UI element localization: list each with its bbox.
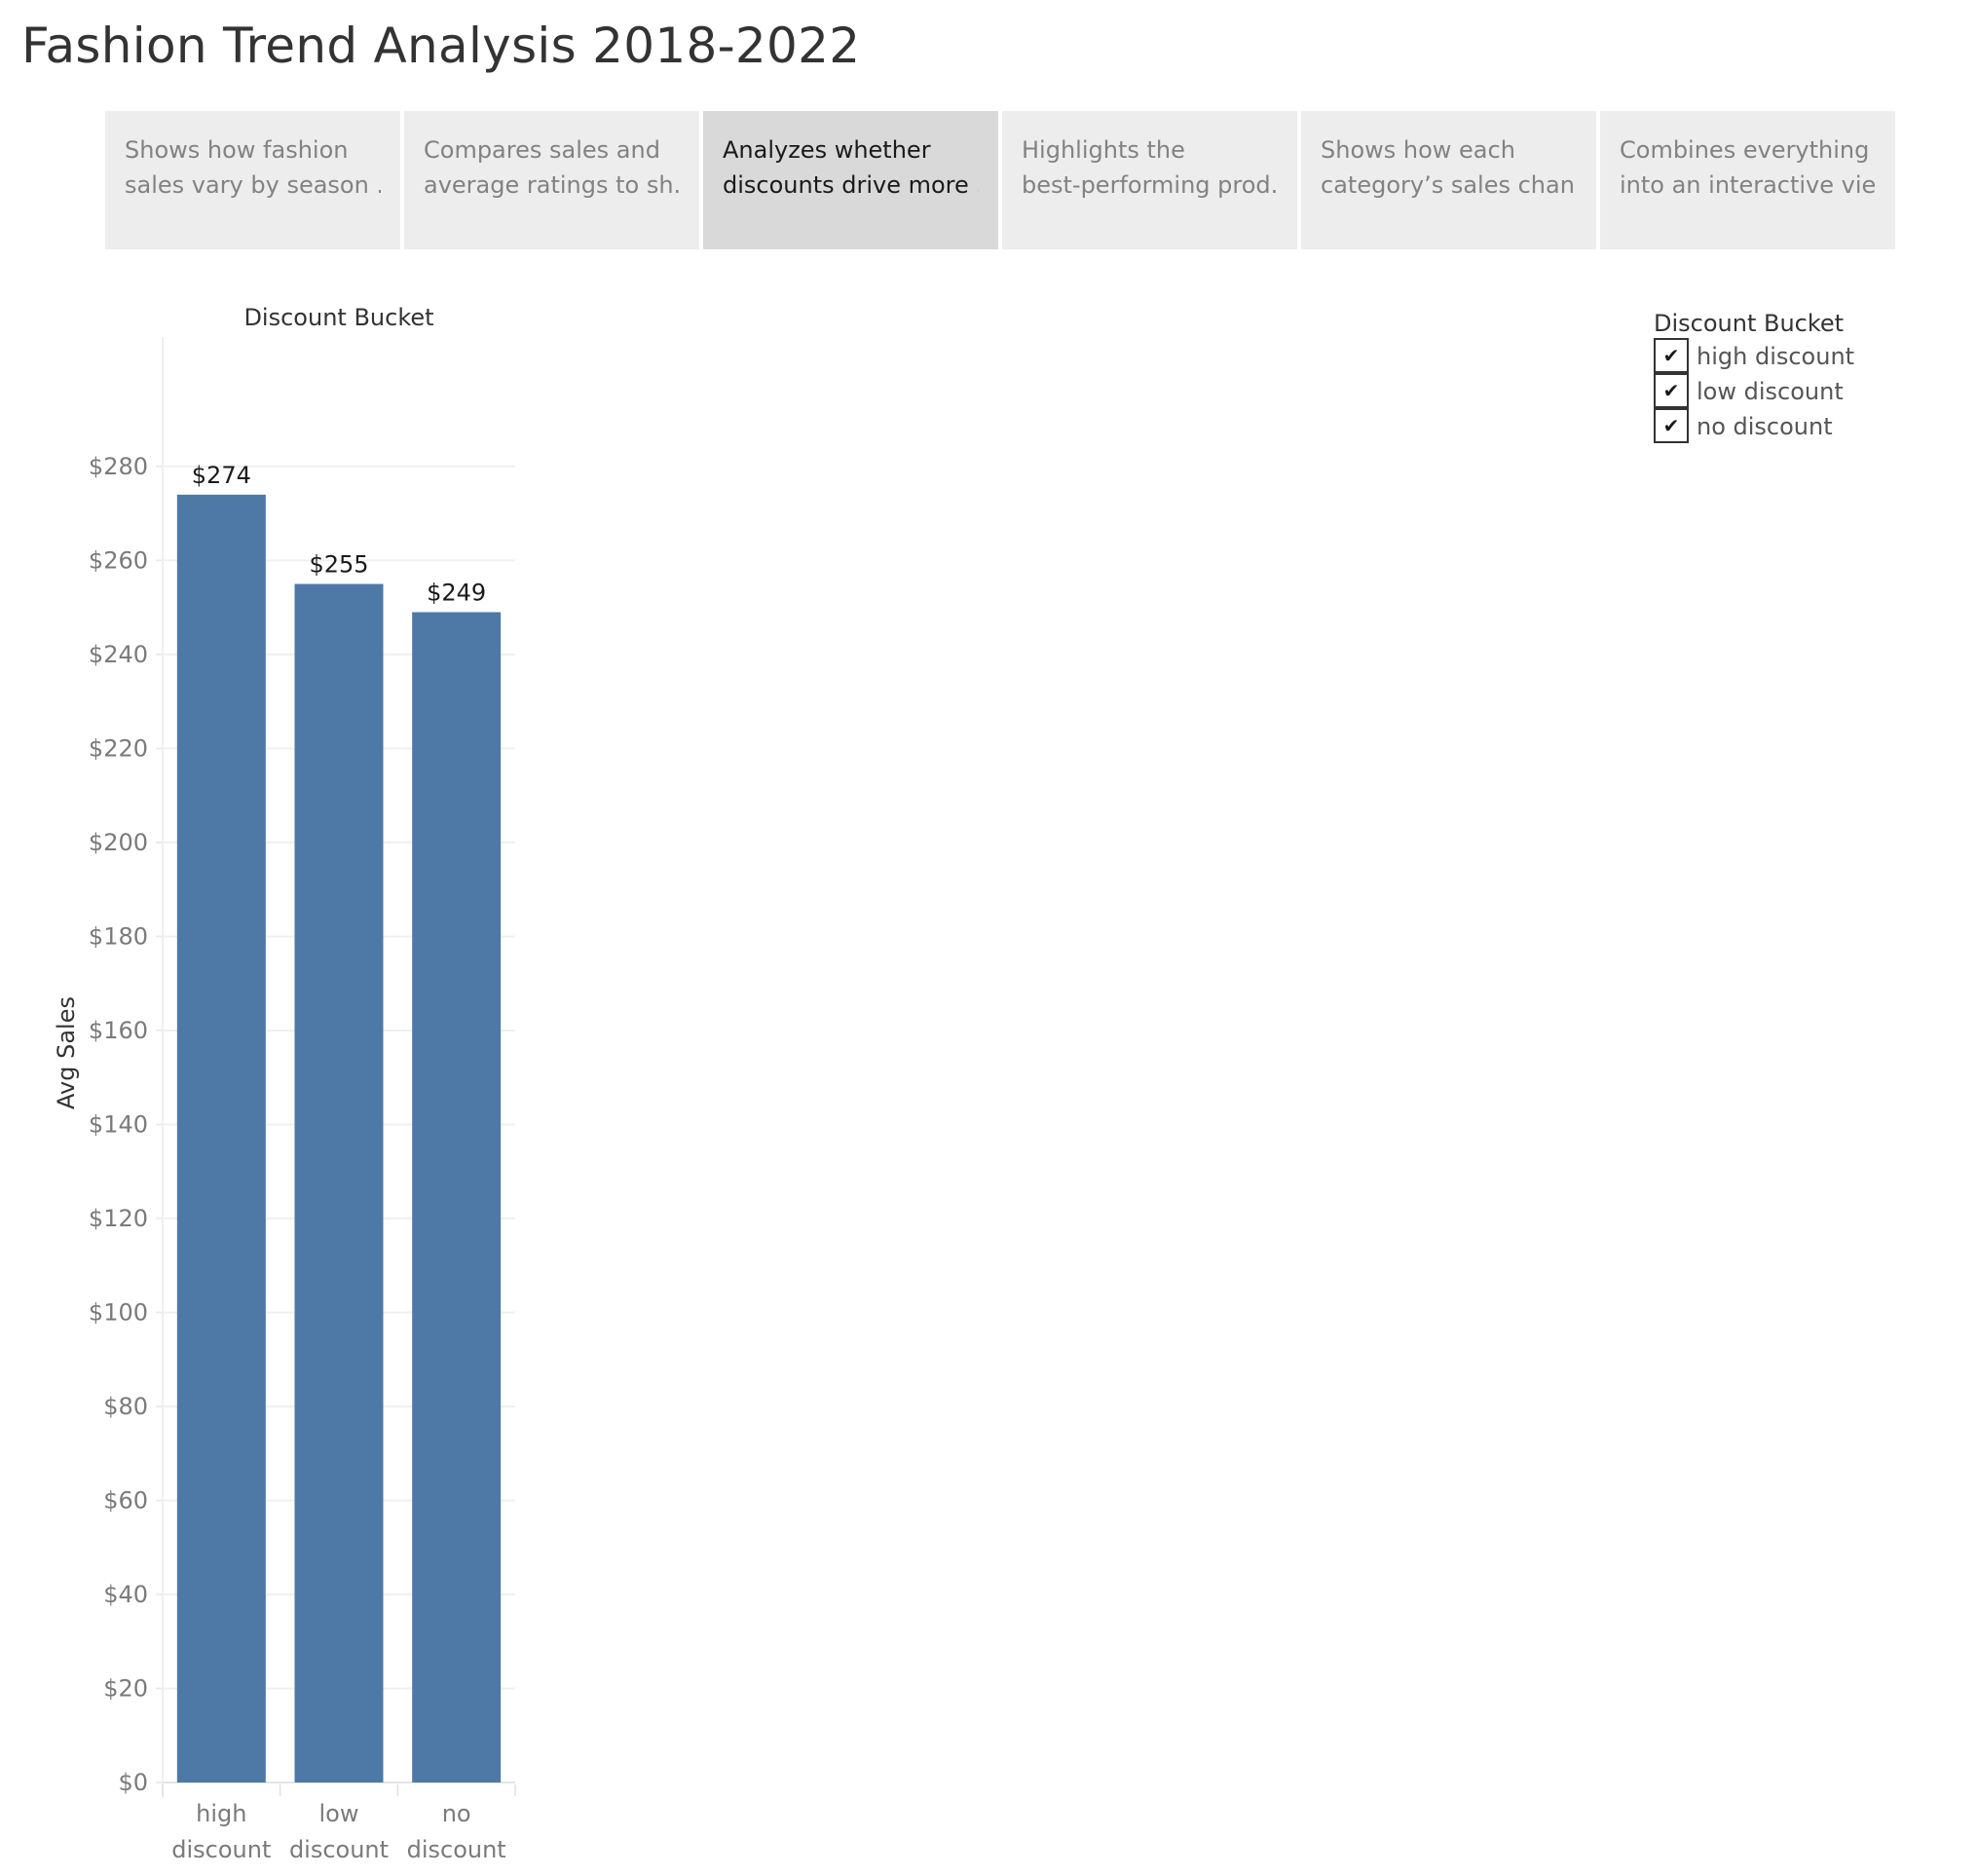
story-point-2[interactable]: Compares sales and average ratings to sh… (404, 111, 699, 249)
legend-item-low-discount[interactable]: ✔ low discount (1654, 373, 1946, 409)
story-point-5-line1: Shows how each (1321, 136, 1515, 164)
bar-value-label: $255 (309, 551, 368, 579)
legend-label-high-discount: high discount (1697, 343, 1855, 370)
x-tick-label: low (319, 1800, 359, 1827)
story-point-2-line1: Compares sales and (424, 136, 660, 164)
x-tick-label: no (442, 1800, 471, 1827)
story-point-4-line1: Highlights the (1022, 136, 1185, 164)
chart-title: Discount Bucket (243, 304, 433, 331)
bar (176, 494, 266, 1782)
legend-checkbox-high-discount[interactable]: ✔ (1654, 338, 1689, 373)
y-tick-label: $140 (89, 1110, 148, 1138)
story-point-3-line2: discounts drive more .. (723, 171, 979, 199)
y-tick-label: $100 (89, 1298, 148, 1326)
story-point-5[interactable]: Shows how each category’s sales chan.. (1301, 111, 1596, 249)
y-tick-label: $160 (89, 1017, 148, 1044)
story-point-4[interactable]: Highlights the best-performing prod.. (1002, 111, 1297, 249)
chart-canvas: Discount Bucket Avg Sales $0 $20 $40 $60 $80 $1… (53, 304, 516, 1863)
story-point-1-line1: Shows how fashion (125, 136, 349, 164)
story-point-6-line1: Combines everything (1620, 136, 1870, 164)
legend-label-low-discount: low discount (1697, 378, 1844, 405)
y-tick-label: $220 (89, 734, 148, 762)
legend: Discount Bucket ✔ high discount ✔ low di… (1654, 310, 1946, 444)
legend-item-no-discount[interactable]: ✔ no discount (1654, 408, 1946, 444)
checkmark-icon: ✔ (1662, 344, 1680, 367)
bar-value-label: $249 (427, 579, 486, 606)
y-tick-label: $60 (103, 1486, 148, 1514)
bar-value-label: $274 (192, 462, 251, 489)
story-point-4-line2: best-performing prod.. (1022, 171, 1278, 199)
story-point-3[interactable]: Analyzes whether discounts drive more .. (703, 111, 998, 249)
y-tick-label: $120 (89, 1205, 148, 1232)
story-point-3-line1: Analyzes whether (723, 136, 931, 164)
story-point-6[interactable]: Combines everything into an interactive … (1600, 111, 1895, 249)
story-point-1-line2: sales vary by season .. (125, 171, 381, 199)
story-navigator: Shows how fashion sales vary by season .… (105, 111, 1895, 249)
legend-checkbox-low-discount[interactable]: ✔ (1654, 373, 1689, 408)
page-title: Fashion Trend Analysis 2018-2022 (21, 18, 861, 74)
y-tick-label: $0 (118, 1769, 148, 1796)
y-tick-label: $20 (103, 1674, 148, 1702)
bar (412, 612, 502, 1782)
legend-title: Discount Bucket (1654, 310, 1845, 337)
story-point-5-line2: category’s sales chan.. (1321, 171, 1577, 199)
y-tick-label: $240 (89, 641, 148, 668)
bar-chart: Discount Bucket Avg Sales $0 $20 $40 $60 $80 $1… (0, 292, 604, 1870)
y-tick-label: $260 (89, 546, 148, 574)
checkmark-icon: ✔ (1662, 379, 1680, 402)
y-tick-label: $280 (89, 453, 148, 480)
story-point-1[interactable]: Shows how fashion sales vary by season .… (105, 111, 400, 249)
legend-label-no-discount: no discount (1697, 413, 1833, 440)
x-tick-label: discount (407, 1836, 506, 1863)
x-tick-label: high (196, 1800, 246, 1827)
x-tick-label: discount (171, 1836, 271, 1863)
legend-checkbox-no-discount[interactable]: ✔ (1654, 408, 1689, 443)
y-tick-label: $80 (103, 1393, 148, 1420)
y-axis-label: Avg Sales (53, 996, 80, 1109)
bar (294, 583, 384, 1783)
y-tick-label: $40 (103, 1581, 148, 1608)
x-tick-label: discount (289, 1836, 389, 1863)
legend-item-high-discount[interactable]: ✔ high discount (1654, 338, 1946, 374)
story-point-6-line2: into an interactive vie.. (1620, 171, 1876, 199)
y-tick-label: $180 (89, 922, 148, 950)
checkmark-icon: ✔ (1662, 414, 1680, 437)
story-point-2-line2: average ratings to sh.. (424, 171, 680, 199)
y-tick-label: $200 (89, 829, 148, 856)
